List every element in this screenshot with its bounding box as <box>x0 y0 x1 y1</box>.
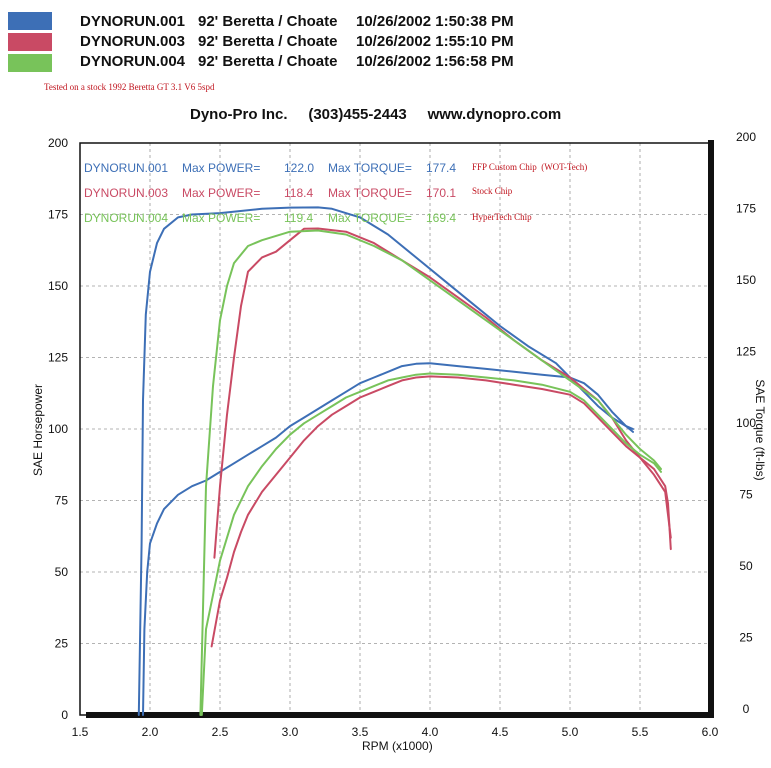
legend-run-3-torque-label: Max TORQUE= <box>328 211 412 225</box>
right-y-tick-label: 125 <box>736 345 756 359</box>
legend-run-2-power-label: Max POWER= <box>182 186 260 200</box>
legend-row-1: DYNORUN.001 Max POWER= 122.0 Max TORQUE=… <box>84 161 587 175</box>
run-header-row-1: DYNORUN.001 92' Beretta / Choate 10/26/2… <box>8 12 514 30</box>
x-tick-label: 4.0 <box>422 725 439 739</box>
legend: DYNORUN.001 Max POWER= 122.0 Max TORQUE=… <box>84 161 587 225</box>
legend-run-1: DYNORUN.001 <box>84 161 168 175</box>
x-tick-label: 5.5 <box>632 725 649 739</box>
series-line-dynorun-004-torque <box>199 229 662 716</box>
legend-row-2: DYNORUN.003 Max POWER= 118.4 Max TORQUE=… <box>84 186 513 200</box>
x-tick-label: 4.5 <box>492 725 509 739</box>
x-tick-label: 1.5 <box>72 725 89 739</box>
right-y-tick-labels: 0 25 50 75 100 125 150 175 200 <box>736 130 756 716</box>
left-y-tick-labels: 0 25 50 75 100 125 150 175 200 <box>48 136 68 722</box>
right-y-tick-label: 25 <box>739 631 753 645</box>
legend-run-3-power-label: Max POWER= <box>182 211 260 225</box>
test-note: Tested on a stock 1992 Beretta GT 3.1 V6… <box>44 82 215 92</box>
left-y-axis-label: SAE Horsepower <box>31 384 45 476</box>
legend-run-3: DYNORUN.004 <box>84 211 168 225</box>
series-line-dynorun-004-power <box>200 372 662 716</box>
run-1-color-swatch <box>8 12 52 30</box>
series-line-dynorun-001-power <box>142 362 634 716</box>
legend-row-3: DYNORUN.004 Max POWER= 119.4 Max TORQUE=… <box>84 211 532 225</box>
right-y-tick-label: 75 <box>739 488 753 502</box>
legend-run-1-torque-label: Max TORQUE= <box>328 161 412 175</box>
run-1-car: 92' Beretta / Choate <box>198 13 337 30</box>
x-tick-label: 2.5 <box>212 725 229 739</box>
legend-run-3-note: HyperTech Chip <box>472 212 532 222</box>
run-header-row-2: DYNORUN.003 92' Beretta / Choate 10/26/2… <box>8 33 514 51</box>
x-tick-label: 3.0 <box>282 725 299 739</box>
left-y-tick-label: 200 <box>48 136 68 150</box>
legend-run-1-power-label: Max POWER= <box>182 161 260 175</box>
run-3-id: DYNORUN.004 <box>80 53 186 70</box>
left-y-tick-label: 75 <box>55 494 69 508</box>
x-tick-label: 6.0 <box>702 725 719 739</box>
x-tick-label: 3.5 <box>352 725 369 739</box>
x-tick-label: 5.0 <box>562 725 579 739</box>
left-y-tick-label: 125 <box>48 351 68 365</box>
run-2-car: 92' Beretta / Choate <box>198 33 337 50</box>
left-y-tick-label: 25 <box>55 637 69 651</box>
run-1-datetime: 10/26/2002 1:50:38 PM <box>356 13 514 30</box>
bottom-axis-bar <box>86 712 710 718</box>
run-2-color-swatch <box>8 33 52 51</box>
legend-run-3-torque-value: 169.4 <box>426 211 456 225</box>
left-y-tick-label: 150 <box>48 279 68 293</box>
grid-lines <box>79 142 711 716</box>
right-axis-bar <box>708 140 714 718</box>
run-2-id: DYNORUN.003 <box>80 33 185 50</box>
left-y-tick-label: 100 <box>48 422 68 436</box>
right-y-tick-label: 200 <box>736 130 756 144</box>
run-3-car: 92' Beretta / Choate <box>198 53 337 70</box>
right-y-tick-label: 0 <box>743 702 750 716</box>
run-2-datetime: 10/26/2002 1:55:10 PM <box>356 33 514 50</box>
x-tick-labels: 1.5 2.0 2.5 3.0 3.5 4.0 4.5 5.0 5.5 6.0 <box>72 725 719 739</box>
legend-run-2-power-value: 118.4 <box>284 186 313 200</box>
legend-run-1-note: FFP Custom Chip (WOT-Tech) <box>472 162 587 172</box>
right-y-tick-label: 50 <box>739 559 753 573</box>
x-axis-label: RPM (x1000) <box>362 739 433 753</box>
left-y-tick-label: 50 <box>55 565 69 579</box>
legend-run-2-note: Stock Chip <box>472 186 513 196</box>
legend-run-1-torque-value: 177.4 <box>426 161 456 175</box>
left-y-tick-label: 0 <box>61 708 68 722</box>
legend-run-2-torque-label: Max TORQUE= <box>328 186 412 200</box>
x-tick-label: 2.0 <box>142 725 159 739</box>
left-y-tick-label: 175 <box>48 208 68 222</box>
run-3-color-swatch <box>8 54 52 72</box>
company-line: Dyno-Pro Inc. (303)455-2443 www.dynopro.… <box>190 106 561 123</box>
right-y-axis-label: SAE Torque (ft-lbs) <box>753 379 767 480</box>
legend-run-1-power-value: 122.0 <box>284 161 314 175</box>
right-y-tick-label: 175 <box>736 202 756 216</box>
series-line-dynorun-003-power <box>210 375 672 648</box>
right-y-tick-label: 150 <box>736 273 756 287</box>
run-header: DYNORUN.001 92' Beretta / Choate 10/26/2… <box>8 12 514 72</box>
plot-area <box>79 140 714 718</box>
run-3-datetime: 10/26/2002 1:56:58 PM <box>356 53 514 70</box>
legend-run-2: DYNORUN.003 <box>84 186 168 200</box>
run-header-row-3: DYNORUN.004 92' Beretta / Choate 10/26/2… <box>8 53 514 72</box>
series-lines <box>137 206 672 716</box>
run-1-id: DYNORUN.001 <box>80 13 185 30</box>
legend-run-3-power-value: 119.4 <box>284 211 313 225</box>
right-y-tick-label: 100 <box>736 416 756 430</box>
legend-run-2-torque-value: 170.1 <box>426 186 456 200</box>
